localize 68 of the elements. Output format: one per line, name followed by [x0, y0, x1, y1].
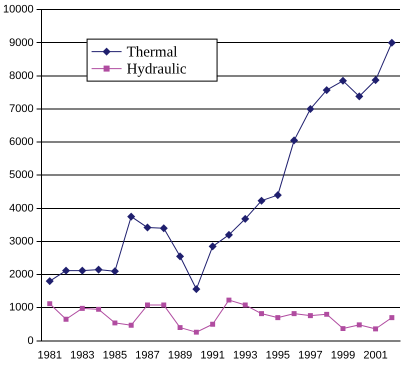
x-tick-label: 1999 [330, 349, 356, 362]
y-tick-label: 4000 [9, 202, 34, 214]
y-tick-label: 7000 [9, 102, 34, 115]
point [258, 196, 266, 205]
y-tick-label: 5000 [9, 169, 34, 182]
point [226, 298, 232, 303]
x-tick-label: 1997 [298, 349, 323, 362]
x-tick-label: 1989 [168, 349, 192, 362]
point [143, 224, 152, 232]
point [80, 306, 85, 311]
point [338, 76, 347, 85]
point [210, 322, 216, 327]
point [208, 242, 217, 250]
point [47, 301, 52, 306]
point [94, 266, 103, 274]
y-tick-label: 2000 [9, 268, 34, 281]
point [112, 320, 118, 326]
point [145, 302, 150, 308]
point [274, 191, 282, 200]
point [224, 230, 233, 239]
point [355, 92, 364, 100]
x-tick-label: 1981 [37, 349, 62, 362]
x-tick-label: 1985 [102, 349, 128, 362]
x-tick-label: 1995 [266, 349, 290, 362]
point [127, 212, 136, 221]
point [110, 267, 119, 276]
point [178, 325, 183, 330]
x-tick-label: 1991 [200, 349, 225, 362]
point [389, 315, 394, 320]
point [275, 315, 280, 320]
point [372, 76, 380, 84]
x-tick-label: 1987 [135, 349, 160, 362]
point [64, 316, 68, 322]
point [194, 330, 199, 335]
point [78, 266, 86, 275]
point [306, 104, 314, 113]
x-tick-label: 1983 [70, 349, 95, 362]
point [128, 322, 134, 328]
point [46, 277, 54, 286]
point [356, 322, 362, 328]
point [176, 252, 184, 260]
point [192, 285, 200, 294]
point [259, 311, 264, 316]
y-tick-label: 3000 [9, 235, 34, 248]
point [340, 326, 346, 332]
legend-label: Thermal [126, 44, 178, 61]
y-tick-label: 10000 [2, 4, 34, 16]
y-tick-label: 6000 [9, 136, 34, 148]
point [161, 302, 166, 308]
point [292, 311, 297, 316]
point [242, 302, 248, 308]
point [290, 136, 298, 144]
point [241, 214, 250, 223]
x-tick-label: 2001 [363, 349, 388, 362]
x-tick-label: 1993 [232, 349, 258, 362]
y-tick-label: 1000 [9, 302, 34, 314]
y-tick-label: 0 [27, 334, 34, 347]
point [324, 312, 330, 317]
point [62, 266, 70, 275]
point [322, 86, 331, 94]
point [388, 38, 396, 47]
point [308, 313, 313, 318]
point [96, 306, 102, 312]
point [160, 224, 168, 232]
y-tick-label: 8000 [9, 70, 34, 82]
y-tick-label: 9000 [9, 36, 34, 49]
legend-label: Hydraulic [126, 62, 187, 78]
point [373, 326, 378, 332]
